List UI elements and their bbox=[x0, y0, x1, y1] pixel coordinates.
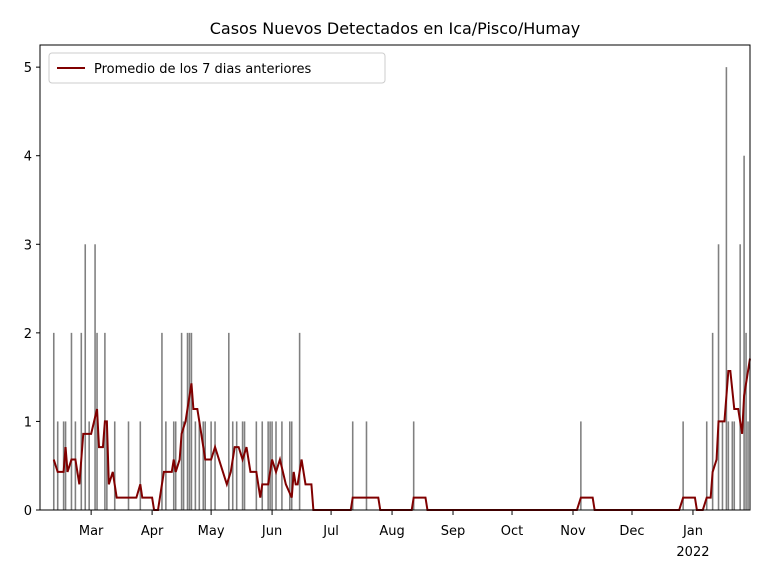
x-tick-label: Oct bbox=[501, 524, 523, 539]
y-tick-label: 4 bbox=[24, 150, 32, 165]
plot-frame bbox=[39, 44, 751, 511]
bar bbox=[84, 244, 87, 511]
bar bbox=[202, 421, 205, 510]
bar bbox=[298, 332, 301, 510]
bar bbox=[717, 244, 720, 511]
bar bbox=[580, 421, 582, 510]
y-tick-label: 0 bbox=[24, 504, 32, 519]
bar bbox=[243, 421, 246, 510]
bar bbox=[745, 332, 747, 510]
x-tick-label: May bbox=[198, 524, 225, 539]
bar bbox=[56, 421, 59, 510]
bar bbox=[186, 332, 189, 510]
bar bbox=[725, 67, 728, 511]
bar bbox=[743, 155, 745, 510]
y-tick-label: 1 bbox=[24, 415, 32, 430]
bar bbox=[106, 421, 108, 510]
bar bbox=[721, 421, 724, 510]
bar bbox=[161, 332, 163, 510]
bar bbox=[290, 421, 293, 510]
x-tick-label: Dec bbox=[619, 524, 644, 539]
bar bbox=[705, 421, 708, 510]
bar bbox=[275, 421, 277, 510]
y-tick-label: 5 bbox=[24, 61, 32, 76]
bar bbox=[739, 244, 741, 511]
bar bbox=[64, 421, 67, 510]
bar bbox=[228, 332, 230, 510]
bar bbox=[165, 421, 167, 510]
bar bbox=[727, 421, 730, 510]
x-tick-label: Mar bbox=[79, 524, 104, 539]
bar bbox=[255, 421, 258, 510]
bar bbox=[214, 421, 216, 510]
bar bbox=[235, 421, 238, 510]
legend-box bbox=[48, 52, 386, 84]
y-tick-label: 2 bbox=[24, 327, 32, 342]
x-tick-label: Aug bbox=[379, 524, 404, 539]
bar bbox=[288, 421, 291, 510]
bar bbox=[80, 332, 83, 510]
bar bbox=[188, 332, 191, 510]
y-tick-label: 3 bbox=[24, 238, 32, 253]
bar bbox=[365, 421, 368, 510]
bar bbox=[412, 421, 415, 510]
bar bbox=[747, 421, 749, 510]
x-tick-label: Apr bbox=[141, 524, 164, 539]
bar bbox=[194, 421, 197, 510]
bar bbox=[52, 332, 55, 510]
bar bbox=[733, 421, 736, 510]
bar bbox=[267, 421, 269, 510]
bar bbox=[682, 421, 684, 510]
bar bbox=[210, 421, 212, 510]
legend-label: Promedio de los 7 dias anteriores bbox=[94, 62, 311, 77]
bar bbox=[88, 421, 90, 510]
bar bbox=[261, 421, 264, 510]
bar bbox=[94, 244, 96, 511]
bar bbox=[711, 332, 714, 510]
x-tick-label: Jun bbox=[261, 524, 282, 539]
bar bbox=[198, 421, 201, 510]
x-tick-label: Jan 2022 bbox=[676, 524, 709, 560]
line bbox=[52, 358, 751, 511]
bar bbox=[113, 421, 116, 510]
bar bbox=[351, 421, 354, 510]
chart-title: Casos Nuevos Detectados en Ica/Pisco/Hum… bbox=[210, 19, 581, 38]
bar bbox=[182, 421, 185, 510]
bar bbox=[127, 421, 130, 510]
bar bbox=[180, 332, 183, 510]
x-tick-label: Sep bbox=[441, 524, 466, 539]
legend: Promedio de los 7 dias anteriores bbox=[48, 52, 386, 84]
bar bbox=[70, 332, 73, 510]
x-tick-label: Jul bbox=[322, 524, 339, 539]
bar bbox=[204, 421, 206, 510]
bar bbox=[139, 421, 142, 510]
bar bbox=[190, 332, 193, 510]
bar bbox=[241, 421, 244, 510]
bar bbox=[731, 421, 734, 510]
x-tick-label: Nov bbox=[560, 524, 586, 539]
